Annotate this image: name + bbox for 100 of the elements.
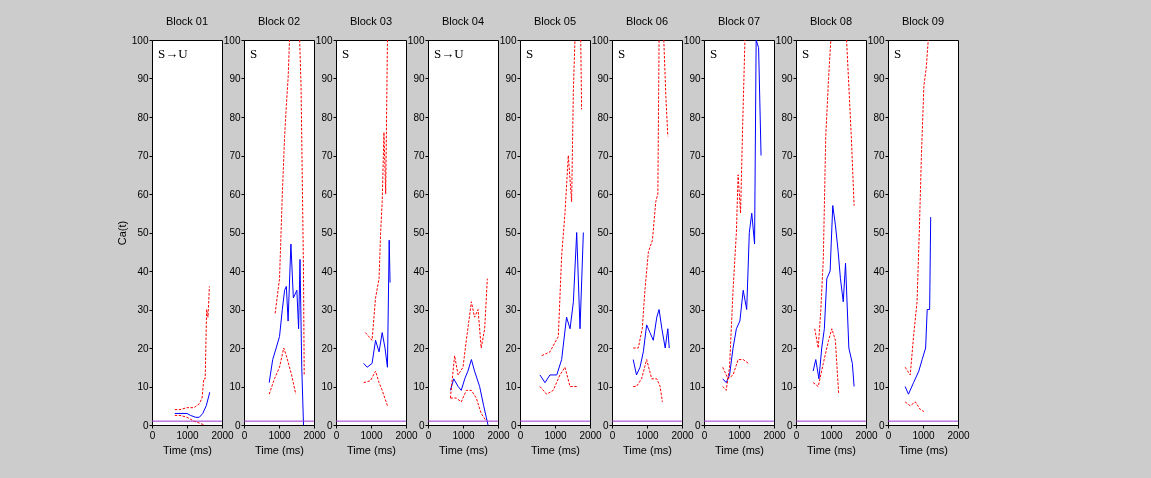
y-tick-label: 100 [867,34,885,46]
y-tick-label: 0 [326,419,333,431]
y-tick-label: 50 [505,227,517,238]
x-tick-label: 1000 [544,429,568,441]
x-tick-label: 2000 [211,429,235,441]
y-tick-label: 40 [229,265,241,277]
y-tick-label: 80 [689,111,701,123]
y-tick-label: 70 [413,150,425,161]
chart-title: Block 02 [257,15,301,27]
y-tick-label: 10 [505,381,517,392]
y-tick-label: 30 [229,304,241,315]
y-tick-label: 20 [137,342,149,354]
y-tick-label: 70 [137,150,149,161]
x-axis-title: Time (ms) [254,443,305,456]
y-tick-label: 20 [413,342,425,354]
y-tick-label: 90 [229,73,241,84]
y-tick-label: 10 [137,381,149,392]
y-tick-label: 40 [413,265,425,277]
y-tick-label: 30 [321,304,333,315]
y-tick-label: 100 [499,34,517,46]
y-tick-label: 0 [234,419,241,431]
y-tick-label: 40 [597,265,609,277]
y-tick-label: 10 [689,381,701,392]
x-axis-title: Time (ms) [346,443,397,456]
y-tick-label: 90 [321,73,333,84]
y-tick-label: 40 [137,265,149,277]
y-tick-label: 40 [689,265,701,277]
annotation: S [526,46,534,61]
y-tick-label: 0 [786,419,793,431]
chart-title: Block 07 [717,15,761,27]
annotation: S [250,46,258,61]
y-tick-label: 40 [321,265,333,277]
x-tick-label: 1000 [360,429,384,441]
y-tick-label: 90 [505,73,517,84]
chart-title: Block 01 [165,15,209,27]
y-tick-label: 40 [505,265,517,277]
y-tick-label: 60 [229,188,241,200]
y-tick-label: 50 [597,227,609,238]
y-tick-label: 70 [229,150,241,161]
x-axis-title: Time (ms) [530,443,581,456]
y-tick-label: 60 [413,188,425,200]
y-tick-label: 60 [781,188,793,200]
y-tick-label: 20 [781,342,793,354]
annotation: S [802,46,810,61]
y-tick-label: 50 [229,227,241,238]
chart-title: Block 04 [441,15,485,27]
y-tick-label: 100 [223,34,241,46]
x-axis-title: Time (ms) [622,443,673,456]
x-axis-title: Time (ms) [806,443,857,456]
y-tick-label: 90 [137,73,149,84]
y-tick-label: 70 [321,150,333,161]
x-tick-label: 2000 [763,429,787,441]
y-tick-label: 70 [597,150,609,161]
y-tick-label: 100 [683,34,701,46]
x-axis-title: Time (ms) [898,443,949,456]
y-tick-label: 70 [505,150,517,161]
chart-title: Block 03 [349,15,393,27]
y-tick-label: 100 [315,34,333,46]
y-tick-label: 10 [229,381,241,392]
y-tick-label: 20 [321,342,333,354]
y-tick-label: 100 [775,34,793,46]
y-tick-label: 80 [413,111,425,123]
x-tick-label: 2000 [579,429,603,441]
x-tick-label: 2000 [947,429,971,441]
annotation: S→U [158,46,189,61]
y-tick-label: 10 [413,381,425,392]
annotation: S→U [434,46,465,61]
y-tick-label: 30 [873,304,885,315]
y-tick-label: 80 [137,111,149,123]
x-tick-label: 1000 [176,429,200,441]
y-tick-label: 10 [873,381,885,392]
y-tick-label: 10 [597,381,609,392]
y-tick-label: 100 [591,34,609,46]
y-tick-label: 60 [689,188,701,200]
annotation: S [342,46,350,61]
annotation: S [894,46,902,61]
y-tick-label: 30 [689,304,701,315]
y-tick-label: 100 [131,34,149,46]
y-tick-label: 50 [873,227,885,238]
y-tick-label: 30 [781,304,793,315]
x-tick-label: 2000 [487,429,511,441]
x-tick-label: 1000 [820,429,844,441]
y-tick-label: 90 [689,73,701,84]
y-axis-title: Ca(t) [115,220,128,246]
chart-title: Block 05 [533,15,577,27]
y-tick-label: 30 [413,304,425,315]
y-tick-label: 10 [321,381,333,392]
y-tick-label: 40 [873,265,885,277]
y-tick-label: 20 [873,342,885,354]
y-tick-label: 60 [505,188,517,200]
y-tick-label: 80 [781,111,793,123]
y-tick-label: 0 [878,419,885,431]
y-tick-label: 90 [413,73,425,84]
y-tick-label: 80 [597,111,609,123]
y-tick-label: 80 [873,111,885,123]
y-tick-label: 40 [781,265,793,277]
y-tick-label: 90 [597,73,609,84]
y-tick-label: 80 [321,111,333,123]
x-tick-label: 1000 [636,429,660,441]
y-tick-label: 0 [142,419,149,431]
